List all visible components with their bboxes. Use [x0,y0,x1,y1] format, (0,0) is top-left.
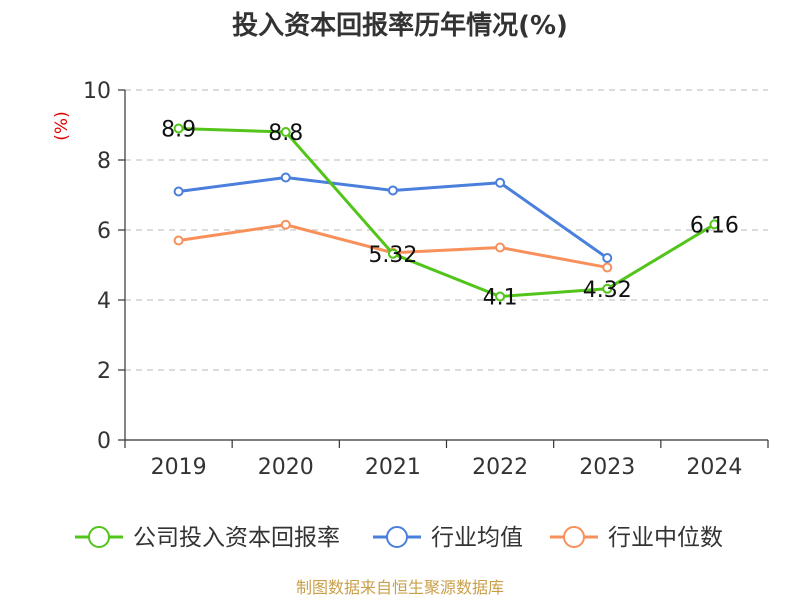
data-point [173,235,184,246]
data-point [602,262,613,273]
data-point [280,219,291,230]
data-point [387,248,398,259]
data-label: 5.32 [368,243,417,268]
chart-title: 投入资本回报率历年情况(%) [232,10,568,41]
axes: 0 2 4 6 8 10 2019 2020 2021 2022 2023 2024 [83,79,769,480]
data-label: 4.1 [483,286,518,311]
y-tick-label: 6 [97,219,111,244]
data-label: 6.16 [690,213,739,238]
legend-label: 行业中位数 [608,525,723,551]
series-1 [173,172,613,263]
series-0 [173,123,720,302]
legend-label: 行业均值 [431,525,523,551]
y-tick-label: 4 [97,289,111,314]
legend-item: 行业均值 [373,525,523,551]
data-point [280,172,291,183]
x-tick-label: 2022 [472,455,528,480]
data-point [495,177,506,188]
data-point [173,186,184,197]
data-point [709,219,720,230]
legend: 公司投入资本回报率 行业均值 行业中位数 [75,525,723,551]
x-tick-label: 2019 [151,455,207,480]
data-point [602,253,613,263]
y-axis-label: (%) [52,111,72,140]
legend-item: 公司投入资本回报率 [75,525,340,551]
x-tick-label: 2021 [365,455,421,480]
source-note: 制图数据来自恒生聚源数据库 [296,578,504,597]
data-point [387,185,398,196]
data-point [495,291,506,302]
y-tick-label: 8 [97,149,111,174]
legend-item: 行业中位数 [550,525,723,551]
series-line [178,127,716,298]
data-label: 8.8 [268,121,303,146]
y-tick-label: 0 [97,429,111,454]
legend-marker [88,526,110,548]
legend-label: 公司投入资本回报率 [133,525,340,551]
series-group [173,123,720,302]
y-tick-label: 10 [83,79,111,104]
data-point [495,242,506,253]
x-tick-label: 2023 [579,455,635,480]
y-tick-label: 2 [97,359,111,384]
data-point [280,127,291,137]
legend-marker [386,526,408,548]
x-tick-label: 2024 [686,455,742,480]
x-tick-label: 2020 [258,455,314,480]
data-label: 8.9 [161,118,196,143]
data-point [602,283,613,294]
data-label: 4.32 [583,278,632,303]
grid-lines [125,89,768,371]
legend-marker [563,526,585,548]
data-point [173,123,184,134]
data-labels: 8.9 8.8 5.32 4.1 4.32 6.16 [161,118,739,311]
